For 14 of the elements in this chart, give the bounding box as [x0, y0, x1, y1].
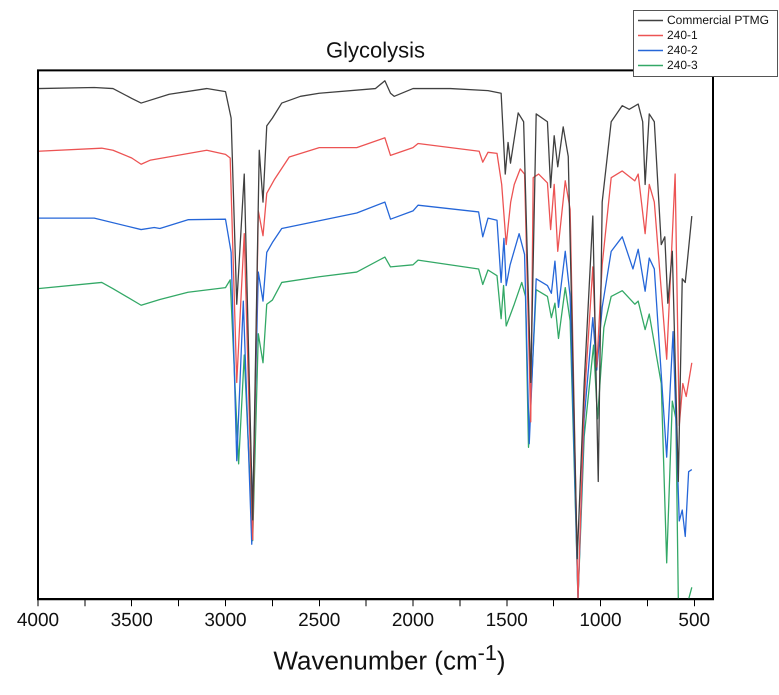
legend-label: 240-3: [666, 58, 698, 72]
chart-title: Glycolysis: [326, 37, 426, 62]
legend-label: 240-1: [666, 28, 698, 42]
x-tick-label: 2000: [392, 610, 434, 631]
x-tick-label: 500: [678, 610, 710, 631]
x-tick-label: 4000: [16, 610, 60, 631]
x-axis-title: Wavenumber (cm$^{-1}$): [272, 640, 507, 677]
legend-label: Commercial PTMG: [666, 12, 770, 27]
x-tick-label: 1000: [579, 610, 622, 631]
x-tick-label: 3500: [110, 610, 153, 631]
x-tick-label: 2500: [298, 610, 340, 631]
x-tick-label: 1500: [486, 610, 528, 631]
legend-label: 240-2: [666, 42, 698, 57]
x-tick-label: 3000: [204, 610, 247, 631]
